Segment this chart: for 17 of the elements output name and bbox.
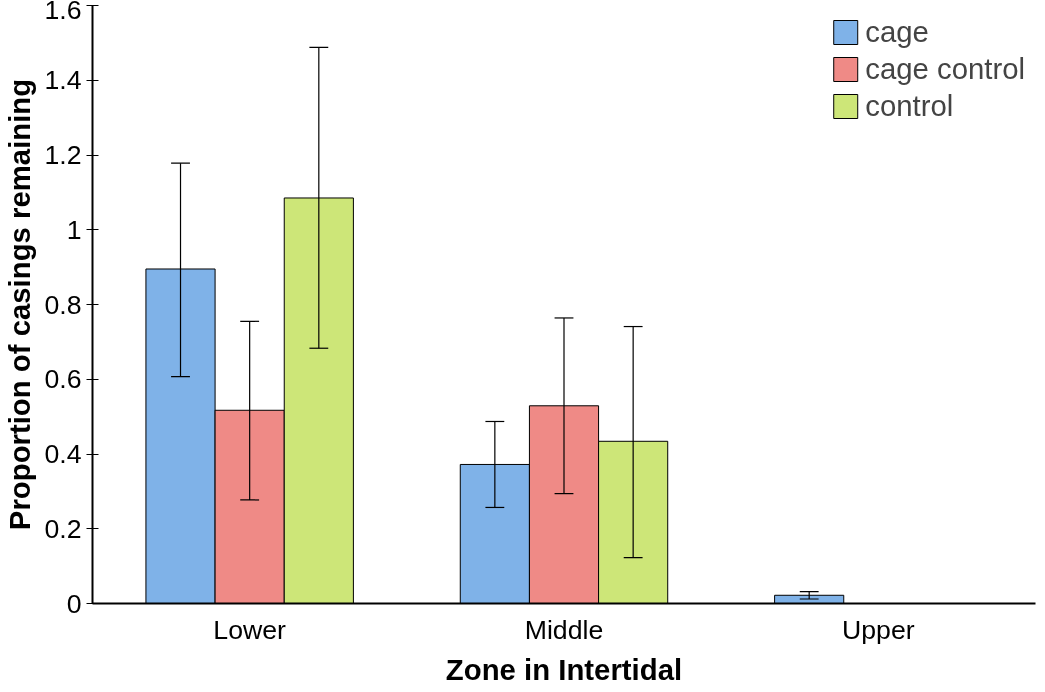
y-tick-label: 0	[66, 588, 82, 619]
x-axis-title: Zone in Intertidal	[445, 652, 683, 686]
y-tick-label: 0.6	[44, 364, 82, 395]
y-tick-label: 0.2	[44, 513, 82, 544]
y-tick-label: 1.4	[44, 65, 82, 96]
y-tick-label: 1	[66, 214, 82, 245]
x-tick-label: Upper	[842, 614, 915, 645]
x-tick-label: Lower	[213, 614, 287, 645]
x-tick-label: Middle	[524, 614, 604, 645]
y-tick-label: 1.6	[44, 0, 82, 25]
legend-label: cage	[865, 15, 929, 49]
y-tick-label: 1.2	[44, 140, 82, 170]
legend-label: cage control	[865, 52, 1025, 86]
y-tick-label: 0.8	[44, 289, 82, 320]
y-axis-title: Proportion of casings remaining	[3, 78, 37, 531]
y-tick-label: 0.4	[44, 439, 82, 469]
legend-label: control	[865, 89, 954, 123]
